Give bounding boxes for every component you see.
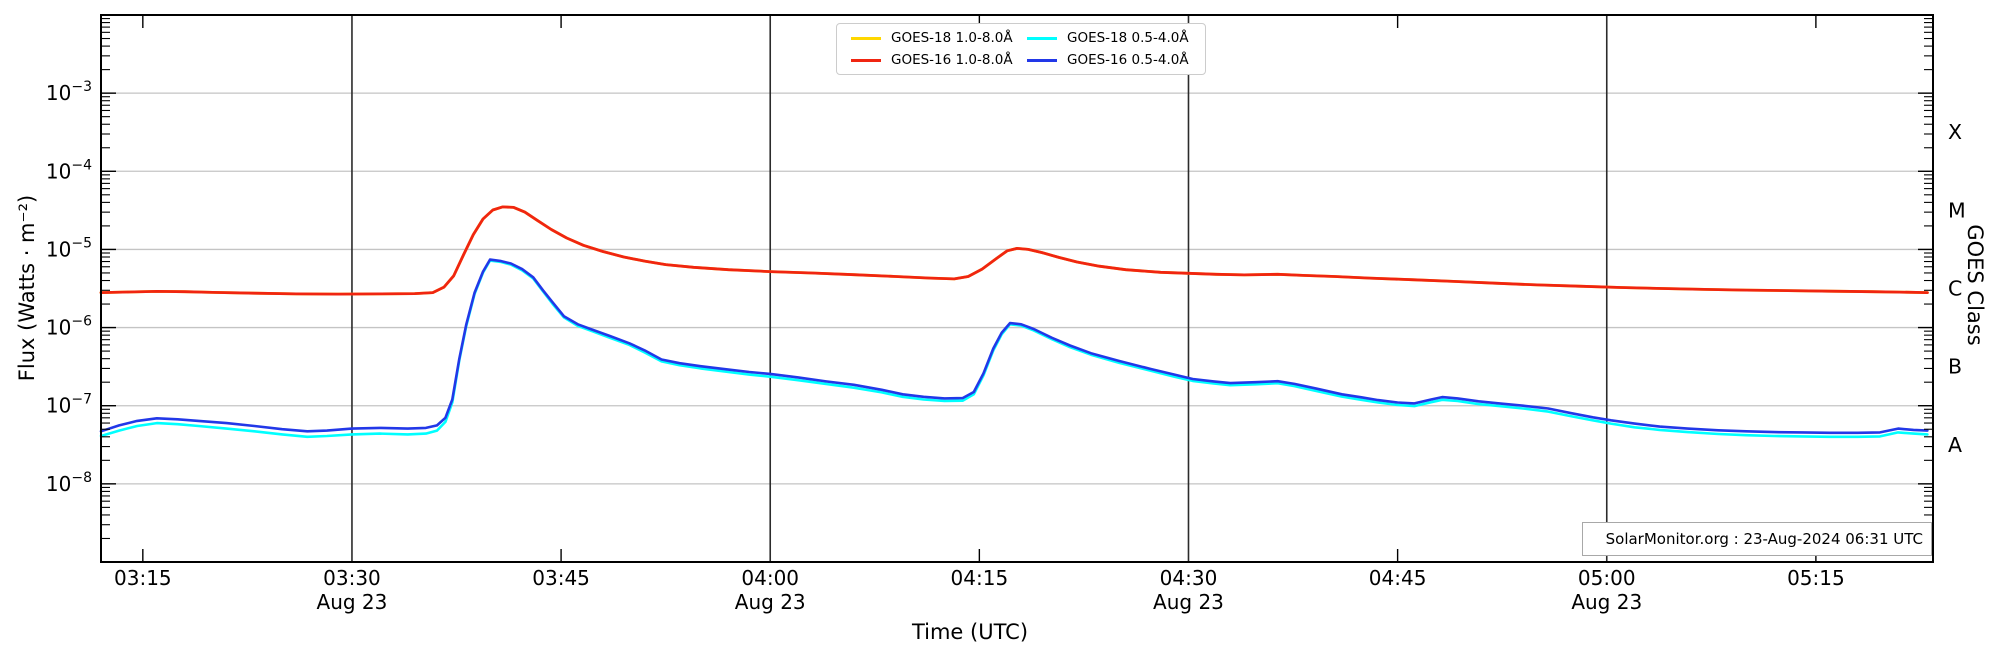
legend: GOES-18 1.0-8.0Å GOES-16 1.0-8.0Å GOES-1… [836, 23, 1206, 75]
y-tick-label: 10−3 [46, 79, 92, 105]
y-tick-label: 10−5 [46, 235, 92, 261]
series-line-goes-18-0-5-4-0- [99, 259, 1929, 439]
x-tick-label: Aug 23 [1153, 590, 1224, 614]
legend-swatch-goes16-short-icon [1027, 58, 1057, 62]
y-tick-label: 10−6 [46, 314, 92, 340]
plot-frame [100, 14, 1934, 563]
x-tick-label: 03:45 [532, 566, 590, 590]
x-tick-label: Aug 23 [317, 590, 388, 614]
legend-item-goes16-long: GOES-16 1.0-8.0Å [845, 49, 1021, 71]
legend-label: GOES-18 1.0-8.0Å [891, 30, 1013, 46]
x-tick-label: 04:15 [951, 566, 1009, 590]
flux-series-lines [99, 205, 1929, 439]
x-tick-label: 05:00 [1578, 566, 1636, 590]
x-tick-label: Aug 23 [735, 590, 806, 614]
time-gridlines [351, 15, 1608, 562]
goes-class-label-m: M [1948, 198, 1966, 222]
watermark: SolarMonitor.org : 23-Aug-2024 06:31 UTC [1582, 522, 1932, 556]
x-tick-label: 04:00 [741, 566, 799, 590]
goes-class-label-x: X [1948, 120, 1962, 144]
x-tick-label: 03:15 [114, 566, 172, 590]
legend-label: GOES-16 1.0-8.0Å [891, 52, 1013, 68]
series-line-goes-16-1-0-8-0- [99, 205, 1929, 296]
goes-class-letters: X M C B A [1948, 120, 1966, 457]
legend-item-goes18-short: GOES-18 0.5-4.0Å [1021, 27, 1197, 49]
y-tick-label: 10−4 [46, 157, 92, 183]
y-tick-labels: 10−3 10−4 10−5 10−6 10−7 10−8 [46, 79, 92, 496]
legend-label: GOES-18 0.5-4.0Å [1067, 30, 1189, 46]
plot-border [100, 14, 1934, 563]
x-tick-label: Aug 23 [1571, 590, 1642, 614]
legend-swatch-goes18-long-icon [851, 36, 881, 40]
x-tick-label: 05:15 [1787, 566, 1845, 590]
legend-item-goes16-short: GOES-16 0.5-4.0Å [1021, 49, 1197, 71]
axis-ticks [101, 15, 1933, 562]
x-tick-label: 03:30 [323, 566, 381, 590]
x-tick-label: 04:30 [1160, 566, 1218, 590]
y-axis-title: Flux (Watts · m⁻²) [15, 194, 39, 382]
y-tick-label: 10−7 [46, 392, 92, 418]
legend-item-goes18-long: GOES-18 1.0-8.0Å [845, 27, 1021, 49]
goes-class-label-a: A [1948, 433, 1962, 457]
legend-swatch-goes16-long-icon [851, 58, 881, 62]
goes-class-label-b: B [1948, 355, 1962, 379]
x-axis-title: Time (UTC) [911, 620, 1029, 644]
legend-swatch-goes18-short-icon [1027, 36, 1057, 40]
legend-label: GOES-16 0.5-4.0Å [1067, 52, 1189, 68]
y-tick-label: 10−8 [46, 470, 92, 496]
series-line-goes-16-0-5-4-0- [99, 258, 1929, 435]
right-axis-title: GOES Class [1963, 224, 1987, 346]
goes-class-label-c: C [1948, 277, 1962, 301]
x-tick-label: 04:45 [1369, 566, 1427, 590]
